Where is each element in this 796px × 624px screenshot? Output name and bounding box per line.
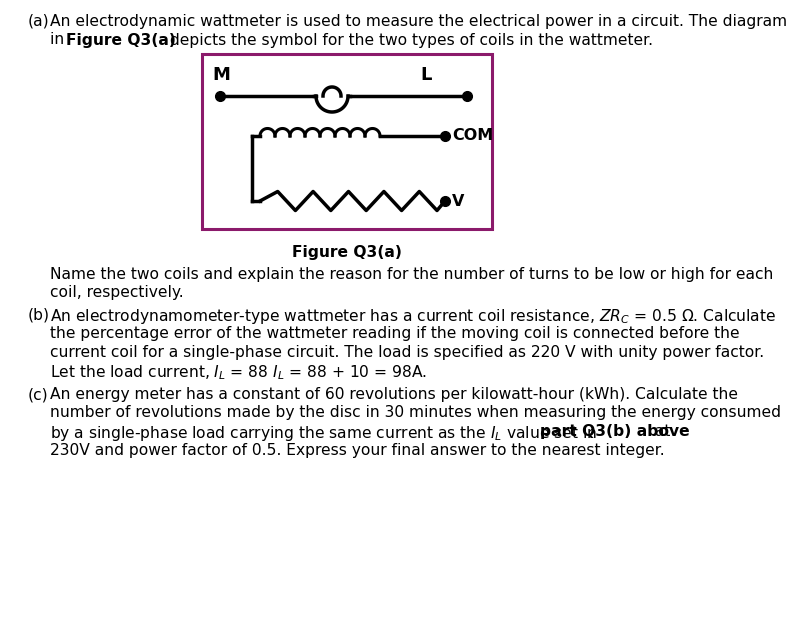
- Text: 230V and power factor of 0.5. Express your final answer to the nearest integer.: 230V and power factor of 0.5. Express yo…: [50, 442, 665, 457]
- Text: V: V: [452, 193, 464, 208]
- Text: COM: COM: [452, 129, 494, 144]
- Text: by a single-phase load carrying the same current as the $I_L$ value set in: by a single-phase load carrying the same…: [50, 424, 599, 443]
- Bar: [202, 54, 492, 229]
- Text: An electrodynamometer-type wattmeter has a current coil resistance, $ZR_C$ = 0.5: An electrodynamometer-type wattmeter has…: [50, 308, 776, 326]
- Text: depicts the symbol for the two types of coils in the wattmeter.: depicts the symbol for the two types of …: [165, 32, 653, 47]
- Text: number of revolutions made by the disc in 30 minutes when measuring the energy c: number of revolutions made by the disc i…: [50, 406, 781, 421]
- Text: part Q3(b) above: part Q3(b) above: [540, 424, 689, 439]
- Text: (b): (b): [28, 308, 50, 323]
- Text: Name the two coils and explain the reason for the number of turns to be low or h: Name the two coils and explain the reaso…: [50, 267, 774, 282]
- Text: An energy meter has a constant of 60 revolutions per kilowatt-hour (kWh). Calcul: An energy meter has a constant of 60 rev…: [50, 387, 738, 402]
- Text: (a): (a): [28, 14, 49, 29]
- Text: in: in: [50, 32, 69, 47]
- Text: Figure Q3(a): Figure Q3(a): [66, 32, 176, 47]
- Text: M: M: [212, 66, 230, 84]
- Text: coil, respectively.: coil, respectively.: [50, 286, 184, 301]
- Text: current coil for a single-phase circuit. The load is specified as 220 V with uni: current coil for a single-phase circuit.…: [50, 344, 764, 359]
- Text: An electrodynamic wattmeter is used to measure the electrical power in a circuit: An electrodynamic wattmeter is used to m…: [50, 14, 787, 29]
- Text: Figure Q3(a): Figure Q3(a): [292, 245, 402, 260]
- Text: at: at: [650, 424, 670, 439]
- Text: Let the load current, $I_L$ = 88 $I_L$ = 88 + 10 = 98A.: Let the load current, $I_L$ = 88 $I_L$ =…: [50, 363, 427, 382]
- Text: the percentage error of the wattmeter reading if the moving coil is connected be: the percentage error of the wattmeter re…: [50, 326, 739, 341]
- Text: L: L: [420, 66, 431, 84]
- Text: (c): (c): [28, 387, 49, 402]
